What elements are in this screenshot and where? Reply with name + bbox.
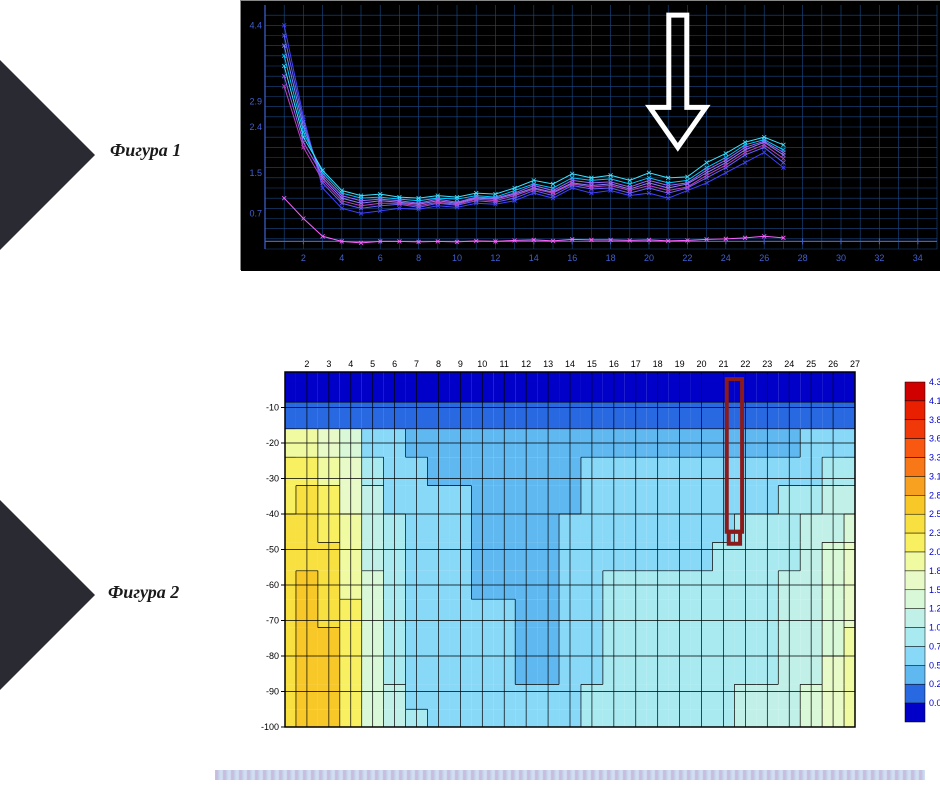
svg-text:-80: -80: [266, 651, 279, 661]
svg-text:16: 16: [609, 359, 619, 369]
svg-text:25: 25: [806, 359, 816, 369]
svg-text:18: 18: [653, 359, 663, 369]
svg-text:3.61: 3.61: [929, 434, 940, 444]
svg-text:10: 10: [477, 359, 487, 369]
svg-text:23: 23: [762, 359, 772, 369]
svg-text:4: 4: [348, 359, 353, 369]
svg-text:22: 22: [740, 359, 750, 369]
figure2-chart: 2345678910111213141516171819202122232425…: [240, 352, 940, 742]
svg-text:1.55: 1.55: [929, 585, 940, 595]
figure2-label: Фигура 2: [108, 582, 179, 603]
svg-text:26: 26: [828, 359, 838, 369]
svg-text:8: 8: [416, 253, 421, 263]
svg-text:9: 9: [458, 359, 463, 369]
svg-text:-10: -10: [266, 403, 279, 413]
svg-text:20: 20: [697, 359, 707, 369]
svg-text:2: 2: [301, 253, 306, 263]
svg-text:12: 12: [521, 359, 531, 369]
svg-text:0.52: 0.52: [929, 660, 940, 670]
svg-text:34: 34: [913, 253, 923, 263]
svg-text:4: 4: [339, 253, 344, 263]
svg-text:2.32: 2.32: [929, 528, 940, 538]
svg-text:18: 18: [606, 253, 616, 263]
svg-text:16: 16: [567, 253, 577, 263]
svg-text:3: 3: [326, 359, 331, 369]
svg-text:0.26: 0.26: [929, 679, 940, 689]
svg-text:-90: -90: [266, 687, 279, 697]
svg-text:-100: -100: [261, 722, 279, 732]
svg-text:1.81: 1.81: [929, 566, 940, 576]
svg-text:17: 17: [631, 359, 641, 369]
svg-text:3.87: 3.87: [929, 415, 940, 425]
svg-text:2.9: 2.9: [249, 97, 262, 107]
svg-text:2: 2: [304, 359, 309, 369]
svg-text:19: 19: [675, 359, 685, 369]
svg-text:1.5: 1.5: [249, 168, 262, 178]
svg-text:0.00: 0.00: [929, 698, 940, 708]
svg-text:4.39: 4.39: [929, 377, 940, 387]
svg-text:0.7: 0.7: [249, 208, 262, 218]
svg-text:13: 13: [543, 359, 553, 369]
figure1-chart: 2468101214161820222426283032340.71.52.42…: [240, 0, 940, 270]
svg-text:30: 30: [836, 253, 846, 263]
svg-text:-30: -30: [266, 474, 279, 484]
svg-text:7: 7: [414, 359, 419, 369]
svg-text:6: 6: [378, 253, 383, 263]
svg-text:-60: -60: [266, 580, 279, 590]
svg-text:1.29: 1.29: [929, 604, 940, 614]
svg-text:15: 15: [587, 359, 597, 369]
svg-text:21: 21: [718, 359, 728, 369]
svg-text:4.4: 4.4: [249, 20, 262, 30]
svg-text:27: 27: [850, 359, 860, 369]
svg-text:2.84: 2.84: [929, 490, 940, 500]
svg-text:24: 24: [784, 359, 794, 369]
svg-text:10: 10: [452, 253, 462, 263]
svg-text:12: 12: [490, 253, 500, 263]
svg-text:32: 32: [874, 253, 884, 263]
svg-text:5: 5: [370, 359, 375, 369]
svg-text:2.06: 2.06: [929, 547, 940, 557]
svg-text:22: 22: [682, 253, 692, 263]
svg-text:8: 8: [436, 359, 441, 369]
svg-text:4.13: 4.13: [929, 396, 940, 406]
svg-text:6: 6: [392, 359, 397, 369]
svg-text:-50: -50: [266, 545, 279, 555]
noise-strip: [215, 770, 925, 780]
svg-text:-40: -40: [266, 509, 279, 519]
figure1-label: Фигура 1: [110, 140, 181, 161]
svg-text:1.03: 1.03: [929, 623, 940, 633]
svg-text:2.4: 2.4: [249, 122, 262, 132]
svg-text:20: 20: [644, 253, 654, 263]
svg-text:3.35: 3.35: [929, 453, 940, 463]
svg-text:-20: -20: [266, 438, 279, 448]
svg-text:2.58: 2.58: [929, 509, 940, 519]
svg-text:26: 26: [759, 253, 769, 263]
svg-text:24: 24: [721, 253, 731, 263]
svg-text:0.77: 0.77: [929, 641, 940, 651]
svg-text:-70: -70: [266, 616, 279, 626]
svg-text:3.10: 3.10: [929, 471, 940, 481]
svg-text:28: 28: [798, 253, 808, 263]
svg-text:11: 11: [500, 359, 509, 369]
triangle-decor-1: [0, 60, 95, 250]
triangle-decor-2: [0, 500, 95, 690]
svg-text:14: 14: [529, 253, 539, 263]
svg-text:14: 14: [565, 359, 575, 369]
